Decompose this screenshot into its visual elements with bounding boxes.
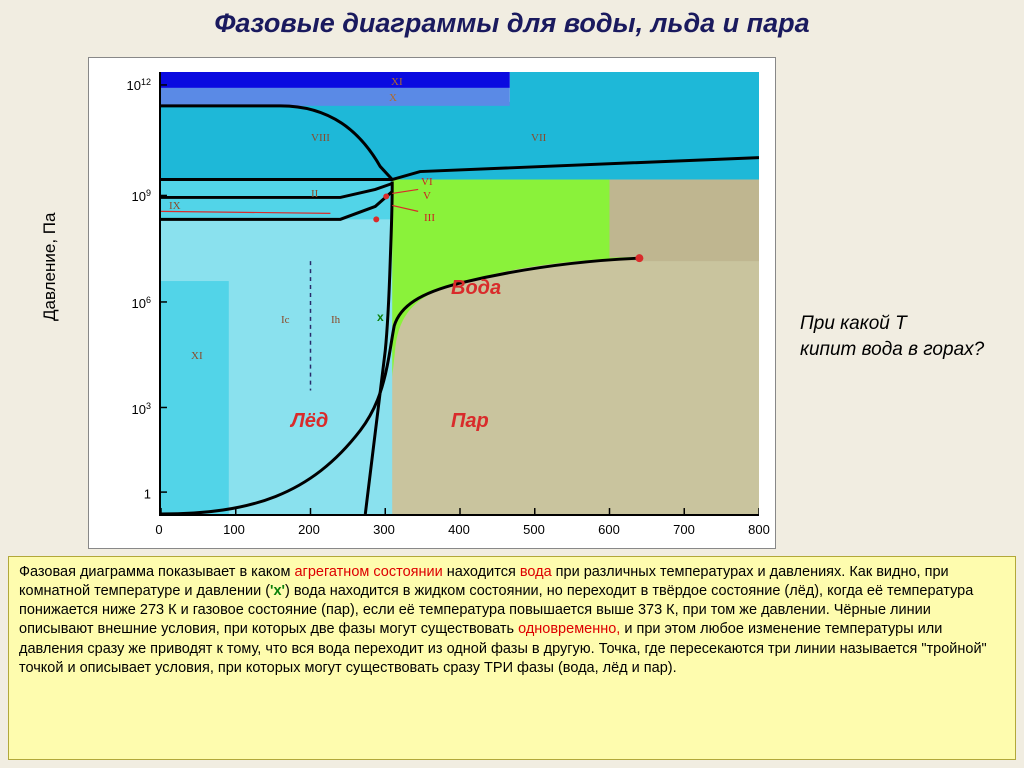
x-tick-100: 100 [223,522,245,537]
phase-diagram-chart: 1012 109 106 103 1 0 100 200 300 400 500… [88,57,776,549]
label-XI-left: XI [191,350,203,362]
label-V: V [423,190,431,202]
x-tick-300: 300 [373,522,395,537]
y-tick-6: 106 [132,295,151,311]
x-tick-200: 200 [298,522,320,537]
label-XI-top: XI [391,76,403,88]
side-q-line2: кипит вода в горах? [800,339,984,360]
ice-xi-top-region [161,72,510,88]
ice-xi-region [161,281,229,514]
side-q-line1a: При какой [800,313,890,334]
supercritical-right-region [610,180,760,262]
caption-text: Фазовая диаграмма показывает в каком агр… [19,563,1005,678]
room-conditions-x-marker: х [377,310,384,324]
ice-high-pressure-region [161,102,759,180]
label-VIII: VIII [311,132,330,144]
x-ticks: 0 100 200 300 400 500 600 700 800 [159,516,759,546]
label-X: X [389,92,397,104]
cap-1: Фазовая диаграмма показывает в каком [19,564,294,580]
triple-dot-1 [373,216,379,222]
x-tick-700: 700 [673,522,695,537]
title-bar: Фазовые диаграммы для воды, льда и пара [0,0,1024,51]
x-tick-0: 0 [155,522,162,537]
cap-3: находится [443,564,520,580]
y-axis-label: Давление, Па [40,213,60,321]
x-tick-600: 600 [598,522,620,537]
vapor-label: Пар [451,410,489,433]
label-II: II [311,188,318,200]
plot-area: XI X VIII VII VI V III II IX Ic Ih XI х … [159,72,759,516]
y-ticks: 1012 109 106 103 1 [89,72,155,516]
label-Ic: Ic [281,314,290,326]
ice-x-region [161,88,510,106]
critical-point [635,254,643,262]
side-question: При какой Т кипит вода в горах? [800,311,1000,362]
label-III: III [424,212,435,224]
cap-7: одновременно, [518,621,620,637]
label-VII: VII [531,132,546,144]
label-VI: VI [421,176,433,188]
side-q-T: Т [895,313,907,334]
water-label: Вода [451,277,501,300]
x-tick-800: 800 [748,522,770,537]
label-IX: IX [169,200,181,212]
label-Ih: Ih [331,314,340,326]
ice-label: Лёд [291,410,328,433]
x-tick-500: 500 [523,522,545,537]
upper-right-cyan [510,72,759,106]
cap-4: вода [520,564,556,580]
x-tick-400: 400 [448,522,470,537]
caption-box: Фазовая диаграмма показывает в каком агр… [8,556,1016,760]
cap-x: 'х' [270,583,285,599]
y-tick-1: 1 [144,486,151,501]
y-tick-12: 1012 [127,77,151,93]
triple-dot-2 [383,193,389,199]
page-title: Фазовые диаграммы для воды, льда и пара [214,8,809,38]
y-tick-9: 109 [132,188,151,204]
cap-2: агрегатном состоянии [294,564,442,580]
y-tick-3: 103 [132,401,151,417]
